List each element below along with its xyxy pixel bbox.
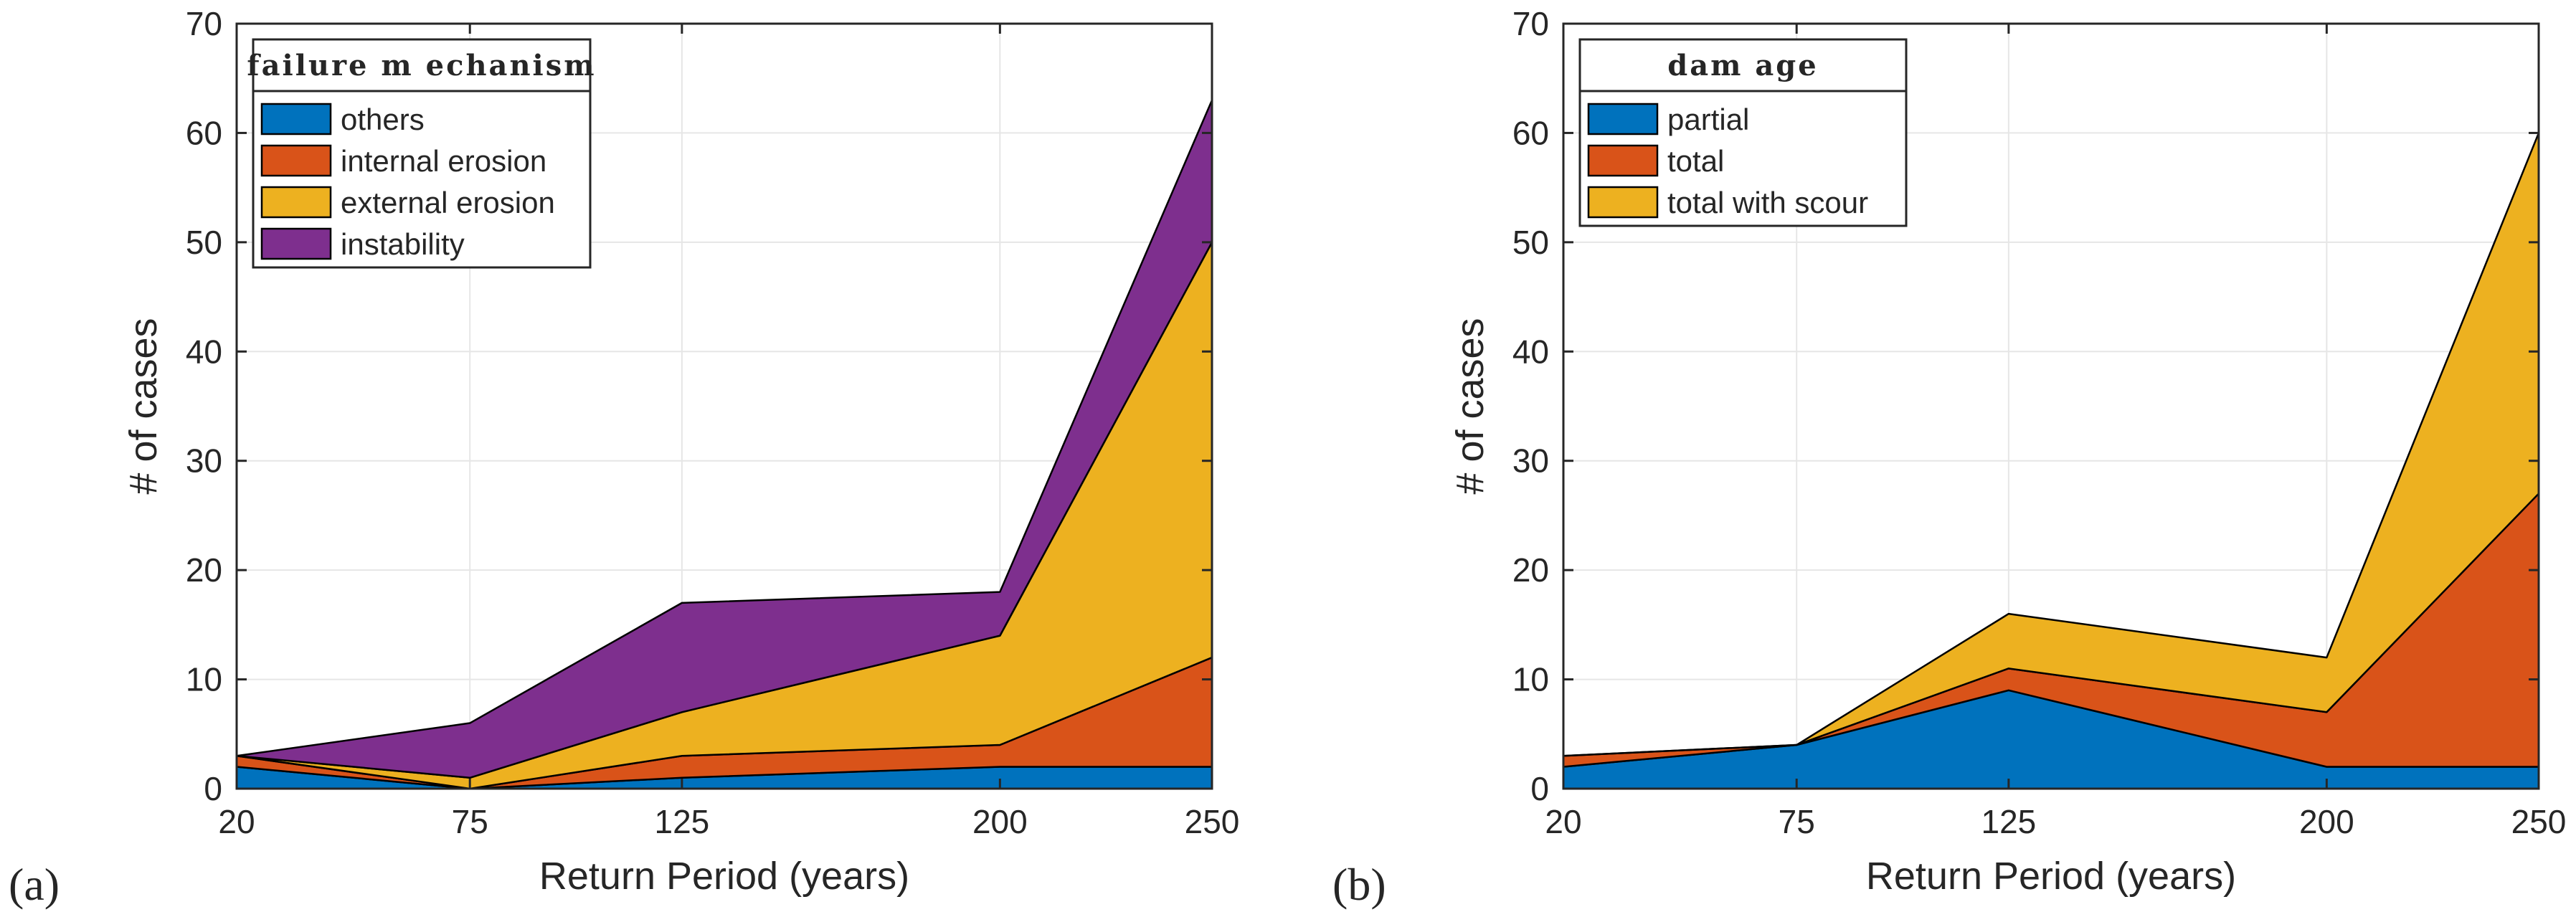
legend-label: instability xyxy=(341,227,465,261)
y-tick-label: 50 xyxy=(186,224,222,261)
x-tick-label: 125 xyxy=(654,803,709,840)
ticks: 0 10 20 30 40 50 60 70 20 75 125 200 250 xyxy=(186,5,1240,840)
panel-a-chart: (a) 0 10 20 30 40 50 60 70 20 75 125 200 250 Return P… xyxy=(9,5,1239,910)
y-tick-label: 10 xyxy=(186,661,222,698)
panel-label-a: (a) xyxy=(9,859,60,910)
panel-b-chart: (b) 0 10 20 30 40 50 60 70 20 75 125 200 250 Return P… xyxy=(1332,5,2566,910)
legend-swatch-external-erosion xyxy=(260,186,332,219)
y-tick-label: 20 xyxy=(186,551,222,589)
y-axis-label: # of cases xyxy=(122,318,165,494)
axes-frame xyxy=(235,22,1213,790)
y-tick-label: 50 xyxy=(1512,224,1549,261)
x-tick-label: 200 xyxy=(2299,803,2354,840)
y-tick-label: 40 xyxy=(186,333,222,370)
legend-swatch-total xyxy=(1587,144,1659,177)
x-axis-label: Return Period (years) xyxy=(1866,855,2236,898)
y-tick-label: 60 xyxy=(1512,114,1549,151)
legend-label: total xyxy=(1667,144,1724,178)
panel-label-b: (b) xyxy=(1332,859,1386,910)
legend-swatch-total-with-scour xyxy=(1587,186,1659,219)
legend-label: others xyxy=(341,103,425,136)
ticks: 0 10 20 30 40 50 60 70 20 75 125 200 250 xyxy=(1512,5,2567,840)
y-tick-label: 30 xyxy=(186,442,222,480)
legend-label: internal erosion xyxy=(341,144,546,178)
legend-swatch-partial xyxy=(1587,103,1659,136)
y-tick-label: 40 xyxy=(1512,333,1549,370)
legend-label: total with scour xyxy=(1667,186,1868,219)
x-tick-label: 75 xyxy=(452,803,488,840)
y-tick-label: 70 xyxy=(186,5,222,42)
x-tick-label: 75 xyxy=(1779,803,1815,840)
x-tick-label: 20 xyxy=(1545,803,1581,840)
x-tick-label: 125 xyxy=(1981,803,2036,840)
legend-swatch-internal-erosion xyxy=(260,144,332,177)
x-tick-label: 20 xyxy=(218,803,255,840)
y-tick-label: 30 xyxy=(1512,442,1549,480)
legend: failure m echanism others internal erosion… xyxy=(247,38,596,269)
legend: dam age partial total total with scour xyxy=(1578,38,1908,227)
grid xyxy=(236,23,1213,789)
x-tick-label: 200 xyxy=(972,803,1028,840)
y-axis-label: # of cases xyxy=(1449,318,1492,494)
y-tick-label: 10 xyxy=(1512,661,1549,698)
y-tick-label: 0 xyxy=(1530,770,1549,807)
y-tick-label: 60 xyxy=(186,114,222,151)
axes-frame xyxy=(1562,22,2540,790)
legend-label: partial xyxy=(1667,103,1749,136)
legend-label: external erosion xyxy=(341,186,555,219)
x-tick-label: 250 xyxy=(2511,803,2567,840)
legend-title: dam age xyxy=(1667,49,1818,82)
y-tick-label: 70 xyxy=(1512,5,1549,42)
x-tick-label: 250 xyxy=(1185,803,1240,840)
y-tick-label: 0 xyxy=(204,770,222,807)
legend-swatch-instability xyxy=(260,227,332,260)
x-axis-label: Return Period (years) xyxy=(539,855,909,898)
y-tick-label: 20 xyxy=(1512,551,1549,589)
legend-title: failure m echanism xyxy=(247,49,596,82)
legend-swatch-others xyxy=(260,103,332,136)
